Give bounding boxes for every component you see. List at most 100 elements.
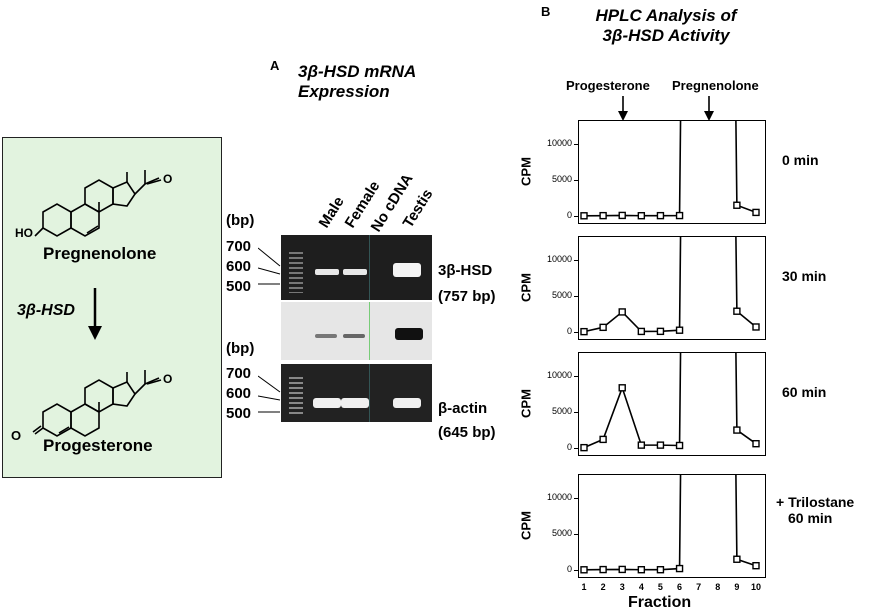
band1-size: (757 bp) xyxy=(438,288,496,305)
ladder-lane-top xyxy=(289,249,303,293)
y-tick xyxy=(574,570,578,571)
data-point xyxy=(598,211,607,219)
reaction-arrow-icon xyxy=(88,288,102,340)
pregnenolone-arrow-icon xyxy=(704,96,714,121)
y-tick-label: 5000 xyxy=(551,174,572,185)
data-point xyxy=(656,565,664,573)
y-tick-label: 0 xyxy=(566,564,572,574)
data-point xyxy=(618,211,626,219)
band2-name: β-actin xyxy=(438,400,488,417)
data-point xyxy=(637,565,645,573)
y-axis-label: CPM xyxy=(518,511,534,540)
data-point xyxy=(675,211,683,219)
y-tick-label: 10000 xyxy=(546,138,572,149)
bp-unit-top: (bp) xyxy=(226,212,255,229)
y-tick-label: 10000 xyxy=(546,492,572,503)
data-point xyxy=(598,323,607,331)
condition-label: + Trilostane 60 min xyxy=(776,494,855,526)
marker-pregnenolone: Pregnenolone xyxy=(672,78,759,93)
x-tick-label: 7 xyxy=(696,582,702,592)
data-point xyxy=(579,327,588,335)
gel-3bhsd-inverted-image xyxy=(281,302,432,360)
data-point xyxy=(732,425,741,434)
gel-beta-actin-image xyxy=(281,364,432,422)
ladder-ticks-top xyxy=(258,247,281,285)
x-tick-label: 4 xyxy=(638,582,644,592)
y-tick xyxy=(574,260,578,262)
x-tick-label: 6 xyxy=(677,582,683,592)
data-point xyxy=(751,322,760,331)
trace-line-left xyxy=(583,235,681,332)
y-tick xyxy=(574,296,578,298)
data-point xyxy=(751,208,760,216)
data-point xyxy=(598,435,607,443)
data-point xyxy=(656,440,664,449)
band-male-inverted xyxy=(315,334,337,338)
y-tick-label: 0 xyxy=(566,442,572,452)
ladder-700-top: 700 xyxy=(226,238,252,255)
data-point xyxy=(751,439,760,447)
x-tick-label: 3 xyxy=(619,582,625,592)
trace-line-left xyxy=(583,473,681,571)
ladder-ticks-bottom xyxy=(258,375,281,413)
gel-split-line xyxy=(369,235,370,300)
y-tick-label: 0 xyxy=(566,326,572,336)
data-point xyxy=(579,443,588,451)
x-tick-label: 9 xyxy=(734,582,740,592)
y-tick-label: 10000 xyxy=(546,370,572,381)
data-point xyxy=(618,307,626,316)
y-tick-label: 10000 xyxy=(546,254,572,265)
ketone-o-label: O xyxy=(163,172,173,186)
band1-name: 3β-HSD xyxy=(438,262,493,279)
condition-label: 60 min xyxy=(782,384,827,400)
hplc-trace xyxy=(579,235,760,335)
data-point xyxy=(579,211,588,219)
substrate-label: Pregnenolone xyxy=(43,244,157,263)
progesterone-structure xyxy=(32,370,162,437)
y-tick xyxy=(574,144,578,146)
ladder-500-bottom: 500 xyxy=(226,405,252,422)
band-testis-3bhsd xyxy=(393,263,421,277)
panel-b-letter: B xyxy=(541,4,551,19)
product-label: Progesterone xyxy=(43,436,153,455)
ring-ketone-o-label: O xyxy=(11,428,22,443)
hplc-plot-0 xyxy=(578,119,766,224)
hplc-plot-2 xyxy=(578,351,766,456)
condition-label: 0 min xyxy=(782,152,819,168)
band-male-3bhsd xyxy=(315,269,339,275)
data-point xyxy=(618,383,626,391)
data-point xyxy=(732,307,741,315)
pregnenolone-structure xyxy=(34,170,162,237)
y-axis-label: CPM xyxy=(518,389,534,418)
ladder-500-top: 500 xyxy=(226,278,252,295)
x-tick-label: 10 xyxy=(750,582,761,592)
y-tick xyxy=(574,180,578,182)
band2-size: (645 bp) xyxy=(438,424,496,441)
ladder-600-top: 600 xyxy=(226,258,252,275)
lane-label-male: Male xyxy=(315,193,348,231)
data-point xyxy=(751,561,760,569)
panel-a-title-line2: Expression xyxy=(298,82,390,101)
progesterone-arrow-icon xyxy=(618,96,628,121)
steroid-conversion-scheme: HO O Pregnenolone 3β-HSD O O Progesteron… xyxy=(2,137,222,478)
side-ketone-o-label: O xyxy=(163,372,173,386)
panel-a-title-line1: 3β-HSD mRNA xyxy=(298,62,417,81)
y-tick xyxy=(574,412,578,414)
panel-b-title: HPLC Analysis of 3β-HSD Activity xyxy=(566,6,766,46)
data-point xyxy=(618,565,626,573)
data-point xyxy=(656,211,664,219)
data-point xyxy=(579,565,588,573)
x-tick-label: 1 xyxy=(581,582,587,592)
trace-line-right xyxy=(734,473,756,566)
band-female-actin xyxy=(341,398,369,408)
trace-line-left xyxy=(583,351,681,448)
panel-a-letter: A xyxy=(270,58,280,73)
ladder-700-bottom: 700 xyxy=(226,365,252,382)
y-axis-label: CPM xyxy=(518,273,534,302)
y-tick xyxy=(574,332,578,333)
band-male-actin xyxy=(313,398,341,408)
data-point xyxy=(675,564,683,572)
panel-a-title: 3β-HSD mRNA Expression xyxy=(298,62,416,102)
data-point xyxy=(675,326,683,334)
hplc-trace xyxy=(579,473,760,573)
